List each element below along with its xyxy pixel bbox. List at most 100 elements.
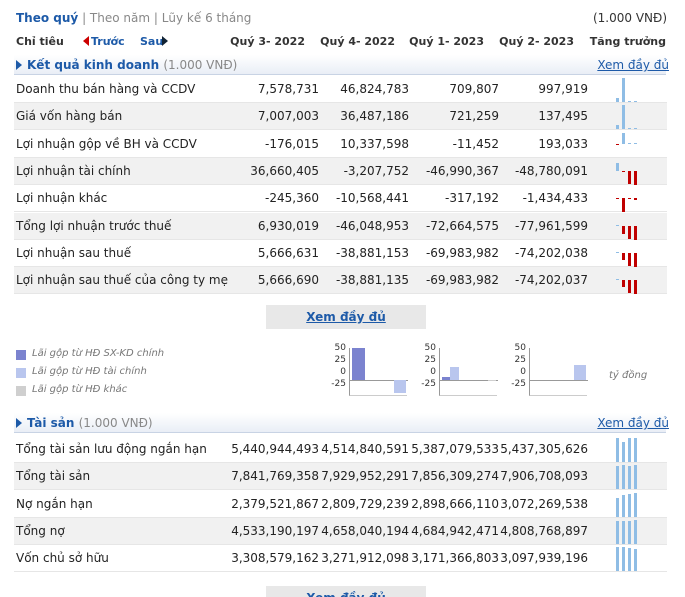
axis-tick-label: -25 — [331, 379, 346, 389]
sparkline-bar — [616, 438, 619, 462]
sparkline-bar — [634, 548, 637, 572]
growth-sparkline — [616, 132, 640, 157]
sparkline-bar — [628, 128, 631, 130]
sparkline-bar — [628, 520, 631, 544]
view-full-link[interactable]: Xem đầy đủ — [597, 58, 669, 72]
sparkline-bar — [634, 170, 637, 185]
sparkline-bar — [622, 78, 625, 102]
column-quarter: Quý 1- 2023 — [409, 35, 484, 48]
view-full-button[interactable]: Xem đầy đủ — [266, 305, 426, 329]
row-value: -38,881,153 — [335, 245, 409, 260]
sparkline-bar — [634, 465, 637, 490]
chart-bar — [573, 365, 586, 380]
arrow-left-icon[interactable] — [83, 36, 89, 46]
row-value: -1,434,433 — [522, 191, 588, 206]
row-value: 3,271,912,098 — [321, 551, 409, 566]
row-value: -77,961,599 — [514, 218, 588, 233]
table-row: Lợi nhuận gộp về BH và CCDV -176,015 10,33… — [14, 131, 667, 158]
sparkline-bar — [634, 142, 637, 144]
row-value: 7,929,952,291 — [321, 469, 409, 484]
row-value: -46,990,367 — [425, 163, 499, 178]
sparkline-bar — [628, 225, 631, 239]
legend-item: Lãi gộp từ HĐ SX-KD chính — [16, 348, 164, 366]
sparkline-bar — [634, 492, 637, 517]
axis-tick-label: 0 — [340, 367, 346, 377]
sparkline-bar — [628, 494, 631, 517]
section-header-taisan: Tài sản (1.000 VNĐ) Xem đầy đủ — [14, 413, 669, 433]
zero-line — [440, 380, 498, 381]
growth-sparkline — [616, 78, 640, 102]
table-row: Doanh thu bán hàng và CCDV 7,578,731 46,82… — [14, 76, 667, 103]
row-label: Lợi nhuận sau thuế — [16, 245, 132, 260]
row-value: -72,664,575 — [425, 218, 499, 233]
tab-by-year[interactable]: Theo năm — [89, 11, 151, 25]
prev-button[interactable]: Trước — [91, 35, 125, 48]
tab-ytd[interactable]: Lũy kế 6 tháng — [161, 11, 252, 25]
legend-item: Lãi gộp từ HĐ khác — [16, 384, 164, 402]
sparkline-bar — [634, 128, 637, 130]
row-value: 721,259 — [449, 109, 499, 124]
section-header-kqkd: Kết quả kinh doanh (1.000 VNĐ) Xem đầy đ… — [14, 55, 669, 75]
column-indicator: Chỉ tiêu — [16, 35, 64, 48]
row-value: 3,072,269,538 — [500, 496, 588, 511]
row-value: -3,207,752 — [343, 163, 409, 178]
row-value: -46,048,953 — [335, 218, 409, 233]
sparkline-bar — [628, 170, 631, 185]
chart-bar — [393, 380, 406, 393]
view-full-link[interactable]: Xem đầy đủ — [597, 416, 669, 430]
chart-legend: Lãi gộp từ HĐ SX-KD chính Lãi gộp từ HĐ … — [16, 348, 164, 402]
sparkline-bar — [622, 494, 625, 517]
axis-tick-label: 50 — [424, 343, 436, 353]
sparkline-bar — [628, 280, 631, 294]
zero-line — [350, 380, 408, 381]
column-header: Chỉ tiêu Trước Sau Quý 3- 2022 Quý 4- 20… — [0, 35, 685, 51]
row-value: 3,171,366,803 — [411, 551, 499, 566]
axis-tick-label: 25 — [424, 355, 436, 365]
row-value: 2,898,666,110 — [411, 496, 499, 511]
sparkline-bar — [634, 198, 637, 201]
section-unit: (1.000 VNĐ) — [163, 58, 238, 72]
sparkline-bar — [628, 142, 631, 144]
chart-bar — [442, 377, 451, 380]
row-value: 3,097,939,196 — [500, 551, 588, 566]
row-value: 5,666,690 — [257, 273, 319, 288]
row-value: 2,809,729,239 — [321, 496, 409, 511]
sparkline-bar — [622, 280, 625, 288]
row-value: 4,808,768,897 — [500, 523, 588, 538]
next-button[interactable]: Sau — [140, 35, 164, 48]
view-full-button[interactable]: Xem đầy đủ — [266, 586, 426, 597]
sparkline-bar — [622, 252, 625, 261]
arrow-right-icon[interactable] — [162, 36, 168, 46]
mini-chart-plot — [439, 348, 498, 396]
sparkline-bar — [622, 520, 625, 544]
section-bar — [14, 413, 666, 433]
row-label: Tổng tài sản lưu động ngắn hạn — [16, 442, 207, 456]
row-value: -74,202,038 — [514, 245, 588, 260]
row-value: -11,452 — [452, 136, 499, 151]
sparkline-bar — [616, 224, 619, 226]
row-label: Tổng nợ — [16, 523, 65, 538]
tab-separator: | — [150, 11, 162, 25]
row-value: 10,337,598 — [340, 136, 409, 151]
column-quarter: Quý 3- 2022 — [230, 35, 305, 48]
section-unit: (1.000 VNĐ) — [78, 416, 153, 430]
table-row: Giá vốn hàng bán 7,007,003 36,487,186 721,2… — [14, 103, 667, 131]
row-value: -10,568,441 — [335, 191, 409, 206]
growth-sparkline — [616, 547, 640, 572]
sparkline-bar — [634, 519, 637, 544]
sparkline-bar — [616, 98, 619, 102]
table-row: Lợi nhuận tài chính 36,660,405 -3,207,752 -… — [14, 157, 667, 185]
table-row: Lợi nhuận sau thuế của công ty mẹ 5,666,6… — [14, 267, 667, 295]
sparkline-bar — [628, 438, 631, 462]
row-label: Tổng tài sản — [16, 469, 91, 484]
sparkline-bar — [622, 547, 625, 572]
row-value: 4,658,040,194 — [321, 523, 409, 538]
row-label: Lợi nhuận gộp về BH và CCDV — [16, 136, 197, 151]
tab-by-quarter[interactable]: Theo quý — [16, 11, 79, 25]
column-growth: Tăng trưởng — [589, 35, 666, 48]
legend-swatch — [16, 350, 26, 360]
sparkline-bar — [616, 498, 619, 517]
growth-sparkline — [616, 160, 640, 185]
sparkline-bar — [634, 280, 637, 295]
period-tabs: Theo quý | Theo năm | Lũy kế 6 tháng — [16, 11, 251, 25]
